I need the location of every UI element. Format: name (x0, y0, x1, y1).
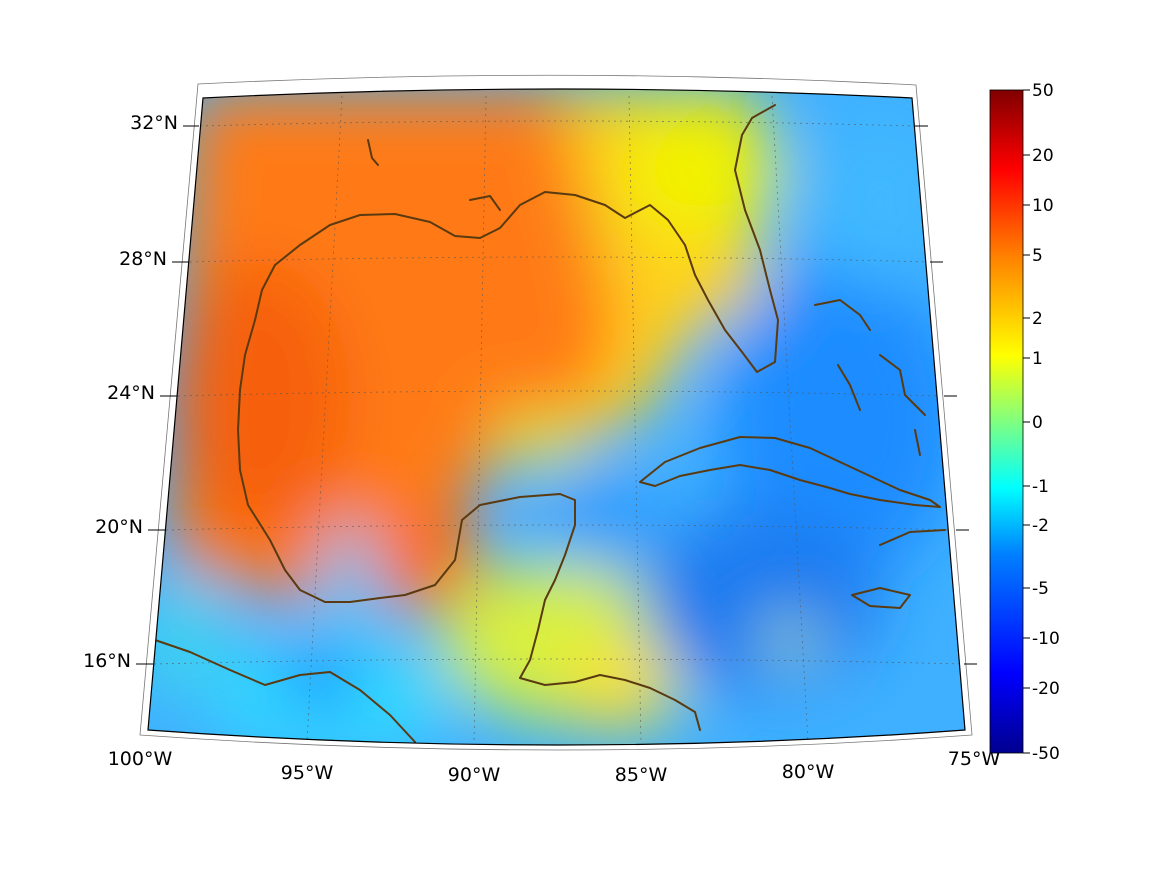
lon-label-85w: 85°W (615, 764, 668, 786)
lat-label-16n: 16°N (83, 650, 131, 672)
colorbar-gradient (989, 89, 1024, 754)
graticule (153, 95, 965, 745)
colorbar-label: -5 (1032, 579, 1049, 599)
colorbar-label: 0 (1032, 413, 1043, 433)
colorbar-label: -20 (1032, 679, 1060, 699)
colorbar-label: -50 (1032, 744, 1060, 764)
colorbar-label: -10 (1032, 629, 1060, 649)
lon-label-90w: 90°W (448, 764, 501, 786)
map-frame-outer (139, 74, 973, 751)
map-frame (147, 88, 966, 746)
lat-label-32n: 32°N (130, 112, 178, 134)
coastline (154, 104, 946, 743)
colorbar-ticks (1023, 89, 1030, 754)
colorbar-label: 20 (1032, 146, 1054, 166)
lon-label-95w: 95°W (281, 762, 334, 784)
colorbar-label: 1 (1032, 349, 1043, 369)
lat-label-24n: 24°N (107, 382, 155, 404)
colorbar: 50 20 10 5 2 1 0 -1 -2 -5 -10 -20 -50 (989, 81, 1060, 764)
lat-labels: 32°N 28°N 24°N 20°N 16°N (83, 112, 178, 672)
lon-label-80w: 80°W (782, 761, 835, 783)
lat-ticks (136, 125, 977, 665)
colorbar-label: 2 (1032, 309, 1043, 329)
colorbar-label: 5 (1032, 246, 1043, 266)
lat-label-28n: 28°N (119, 248, 167, 270)
lon-labels: 100°W 95°W 90°W 85°W 80°W 75°W (108, 748, 1001, 786)
colorbar-label: 10 (1032, 196, 1054, 216)
lon-label-75w: 75°W (948, 748, 1001, 770)
colorbar-label: -2 (1032, 516, 1049, 536)
colorbar-label: -1 (1032, 477, 1049, 497)
colorbar-label: 50 (1032, 81, 1054, 101)
lat-label-20n: 20°N (95, 516, 143, 538)
lon-label-100w: 100°W (108, 748, 173, 770)
map-field (148, 89, 965, 745)
